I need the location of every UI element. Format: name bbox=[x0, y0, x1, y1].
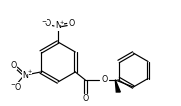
Text: −: − bbox=[10, 82, 15, 86]
Text: O: O bbox=[10, 61, 17, 70]
Text: O: O bbox=[14, 82, 21, 91]
Text: −: − bbox=[42, 18, 47, 23]
Text: O: O bbox=[69, 20, 75, 29]
Text: +: + bbox=[60, 20, 64, 25]
Text: +: + bbox=[28, 69, 32, 74]
Polygon shape bbox=[115, 80, 120, 92]
Text: N: N bbox=[55, 22, 61, 31]
Text: N: N bbox=[23, 70, 29, 80]
Text: O: O bbox=[101, 75, 108, 84]
Text: O: O bbox=[45, 20, 51, 29]
Text: O: O bbox=[82, 94, 89, 103]
